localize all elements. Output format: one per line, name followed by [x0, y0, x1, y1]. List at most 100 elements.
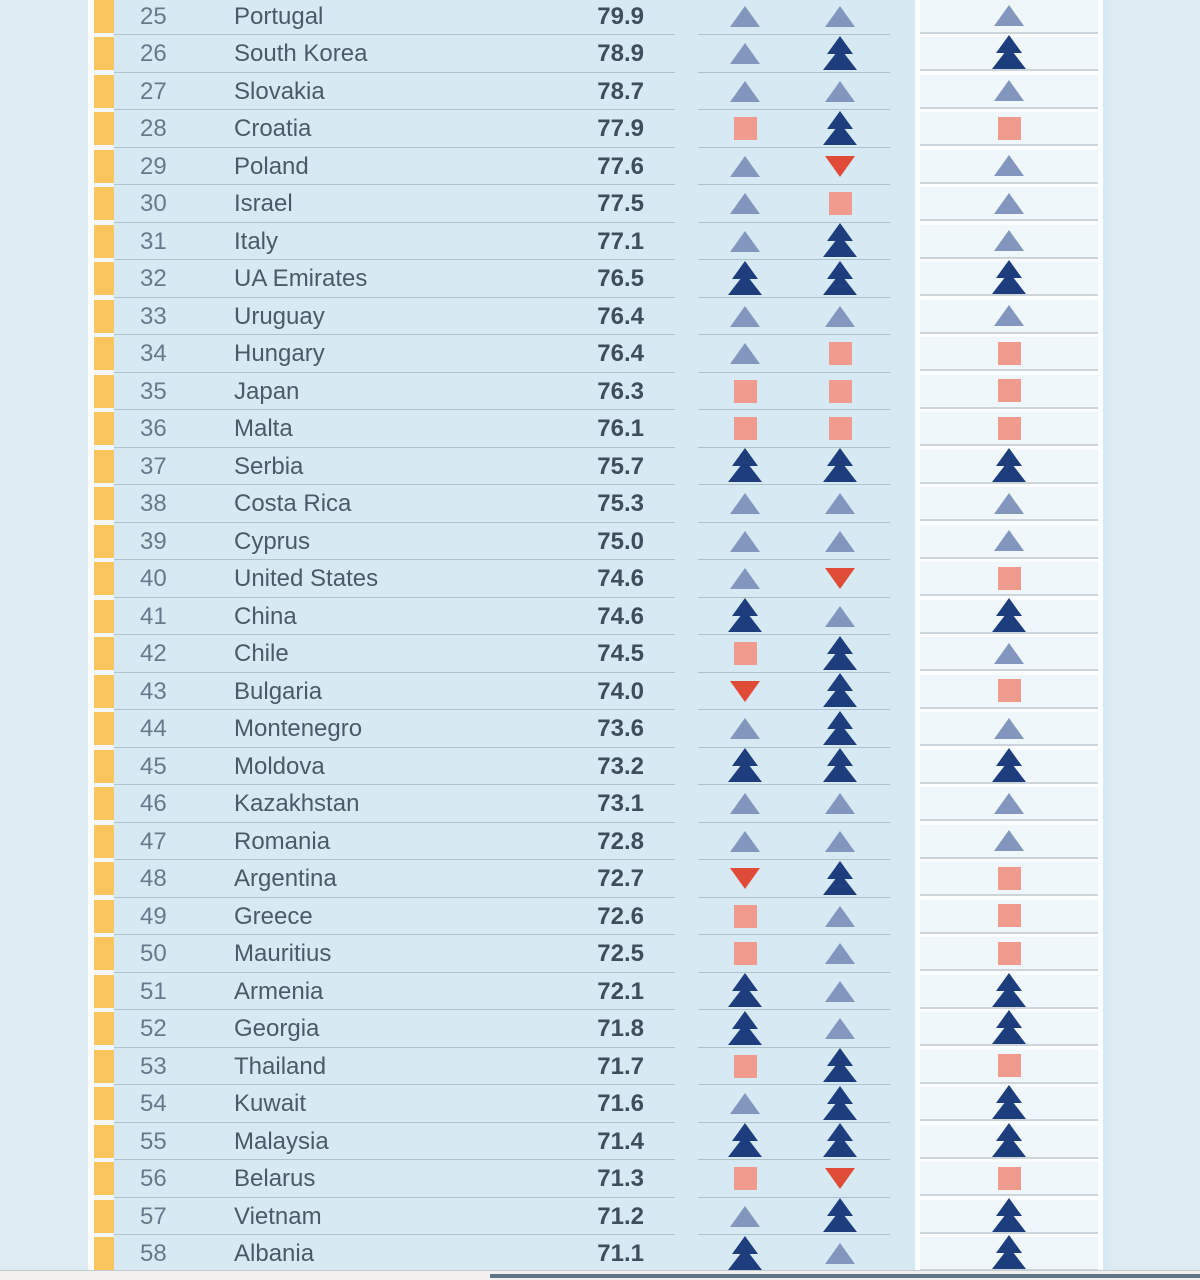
indicator-3-cell: [920, 1162, 1098, 1196]
rank-cell: 43: [140, 677, 167, 705]
trend-up-strong-icon: [992, 1235, 1026, 1269]
country-cell: Malaysia: [234, 1127, 329, 1155]
score-cell: 74.6: [597, 602, 644, 630]
indicator-divider: [698, 859, 890, 860]
trend-up-icon: [730, 1205, 760, 1227]
trend-up-icon: [730, 1093, 760, 1115]
trend-up-icon: [994, 492, 1024, 514]
country-cell: Thailand: [234, 1052, 327, 1080]
row-divider: [114, 1009, 675, 1010]
rank-accent-bar: [94, 149, 114, 183]
indicator-3-cell: [920, 862, 1098, 896]
rank-cell: 34: [140, 340, 167, 367]
row-divider: [114, 1159, 675, 1160]
trend-up-icon: [825, 5, 855, 27]
trend-up-strong-icon: [728, 748, 762, 783]
score-cell: 71.3: [597, 1165, 644, 1192]
score-cell: 71.4: [597, 1127, 644, 1155]
indicator-3-cell: [920, 1010, 1098, 1046]
table-row: 32 UA Emirates 76.5: [94, 260, 1108, 298]
trend-steady-icon: [828, 417, 852, 441]
rank-accent-bar: [94, 449, 114, 483]
rank-cell: 25: [140, 2, 167, 30]
table-row: 34 Hungary 76.4: [94, 335, 1108, 373]
score-cell: 72.1: [597, 977, 644, 1005]
rank-cell: 54: [140, 1090, 167, 1117]
rank-accent-bar: [94, 824, 114, 858]
indicator-3-cell: [920, 149, 1098, 184]
trend-steady-icon: [733, 904, 757, 928]
trend-steady-icon: [733, 942, 757, 966]
trend-up-icon: [825, 1243, 855, 1265]
trend-up-icon: [994, 792, 1024, 814]
indicator-2-cell: [820, 260, 860, 298]
score-cell: 73.6: [597, 715, 644, 742]
indicator-1-cell: [725, 523, 765, 561]
indicator-1-cell: [725, 73, 765, 111]
trend-steady-icon: [997, 1166, 1021, 1190]
indicator-divider: [698, 259, 890, 260]
rank-cell: 46: [140, 790, 167, 817]
indicator-3-cell: [920, 824, 1098, 859]
indicator-divider: [698, 409, 890, 410]
score-cell: 75.0: [597, 527, 644, 555]
trend-up-strong-icon: [823, 1123, 857, 1158]
indicator-3-cell: [920, 787, 1098, 821]
indicator-3-cell: [920, 899, 1098, 934]
trend-up-icon: [730, 305, 760, 327]
trend-up-icon: [730, 343, 760, 365]
trend-up-strong-icon: [823, 635, 857, 670]
trend-up-strong-icon: [823, 223, 857, 258]
indicator-2-cell: [820, 560, 860, 598]
trend-steady-icon: [733, 1054, 757, 1078]
trend-up-strong-icon: [992, 35, 1026, 69]
indicator-3-cell: [920, 74, 1098, 109]
trend-steady-icon: [997, 679, 1021, 702]
indicator-3-cell: [920, 112, 1098, 146]
trend-up-strong-icon: [823, 1198, 857, 1233]
trend-down-icon: [730, 680, 760, 702]
trend-steady-icon: [997, 1054, 1021, 1077]
trend-up-strong-icon: [823, 260, 857, 295]
indicator-divider: [698, 1046, 890, 1048]
indicator-3-cell: [920, 1122, 1098, 1159]
rank-cell: 56: [140, 1165, 167, 1192]
score-cell: 73.1: [597, 790, 644, 817]
ranking-table: 25 Portugal 79.9 26 South Korea 78.9 27 …: [88, 0, 1108, 1273]
table-row: 42 Chile 74.5: [94, 635, 1108, 673]
score-cell: 74.6: [597, 565, 644, 592]
trend-up-icon: [994, 305, 1024, 326]
table-row: 49 Greece 72.6: [94, 898, 1108, 935]
trend-up-strong-icon: [992, 447, 1026, 482]
rank-accent-bar: [94, 374, 114, 408]
trend-up-strong-icon: [728, 448, 762, 483]
indicator-2-cell: [820, 710, 860, 748]
rank-cell: 51: [140, 977, 167, 1005]
table-body: 25 Portugal 79.9 26 South Korea 78.9 27 …: [94, 0, 1108, 1273]
country-cell: Slovakia: [234, 77, 325, 105]
indicator-3-cell: [920, 224, 1098, 259]
country-cell: Georgia: [234, 1015, 320, 1042]
rank-cell: 39: [140, 527, 167, 555]
rank-accent-bar: [94, 1049, 114, 1083]
trend-up-strong-icon: [992, 597, 1026, 632]
indicator-1-cell: [725, 1085, 765, 1123]
indicator-2-cell: [820, 823, 860, 861]
country-cell: Albania: [234, 1240, 315, 1267]
score-cell: 72.6: [597, 902, 644, 930]
indicator-1-cell: [725, 298, 765, 336]
table-row: 37 Serbia 75.7: [94, 447, 1108, 485]
indicator-2-cell: [820, 635, 860, 673]
indicator-2-cell: [820, 35, 860, 73]
row-divider: [114, 709, 675, 710]
rank-accent-bar: [94, 712, 114, 745]
trend-up-strong-icon: [823, 710, 857, 745]
score-cell: 71.1: [597, 1240, 644, 1267]
indicator-3-cell: [920, 299, 1098, 334]
table-row: 28 Croatia 77.9: [94, 110, 1108, 148]
trend-steady-icon: [733, 117, 757, 141]
indicator-divider: [698, 484, 890, 485]
trend-up-strong-icon: [823, 748, 857, 783]
table-row: 35 Japan 76.3: [94, 373, 1108, 410]
